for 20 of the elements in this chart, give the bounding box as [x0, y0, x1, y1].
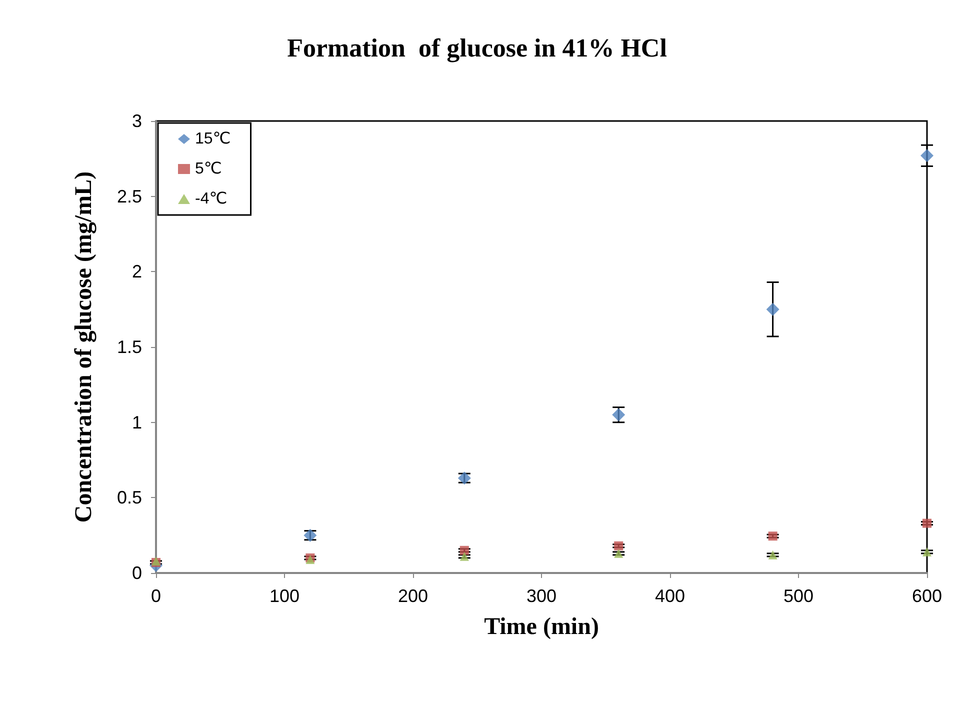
- legend-label: 5℃: [195, 160, 222, 178]
- x-tick-label: 100: [269, 586, 300, 606]
- y-tick-label: 2.5: [116, 186, 142, 206]
- x-tick-label: 400: [654, 586, 686, 606]
- y-tick-label: 2: [132, 262, 142, 282]
- y-axis-title: Concentration of glucose (mg/mL): [71, 171, 97, 523]
- x-tick-label: 0: [150, 586, 162, 606]
- x-tick-label: 600: [912, 586, 942, 606]
- y-tick-label: 0.5: [116, 488, 142, 508]
- x-tick-label: 300: [526, 586, 557, 606]
- x-axis-title: Time (min): [484, 614, 599, 640]
- legend-label: 15℃: [195, 130, 231, 148]
- y-tick-label: 1: [132, 412, 142, 432]
- y-tick-label: 0: [132, 563, 142, 583]
- chart-title: Formation of glucose in 41% HCl: [287, 34, 667, 62]
- legend-label: -4℃: [195, 190, 228, 208]
- y-tick-label: 1.5: [116, 337, 142, 357]
- y-tick-label: 3: [132, 111, 142, 131]
- x-tick-label: 500: [783, 586, 814, 606]
- x-tick-label: 200: [398, 586, 428, 606]
